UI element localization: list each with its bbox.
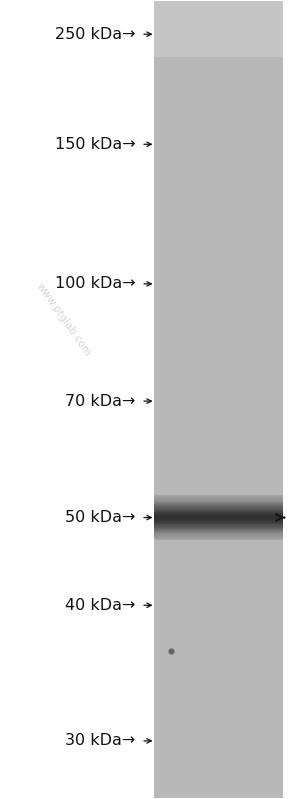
Bar: [154, 505, 283, 507]
Text: 50 kDa→: 50 kDa→: [65, 510, 135, 525]
Text: 150 kDa→: 150 kDa→: [55, 137, 135, 152]
Bar: [154, 520, 283, 521]
Bar: [154, 512, 283, 513]
Bar: [154, 530, 283, 531]
Bar: [154, 523, 283, 524]
Bar: [154, 511, 283, 512]
Bar: [154, 519, 283, 520]
Bar: [154, 515, 283, 516]
Bar: [154, 502, 283, 503]
Text: 250 kDa→: 250 kDa→: [55, 26, 135, 42]
Bar: [154, 516, 283, 518]
Text: 40 kDa→: 40 kDa→: [65, 598, 135, 613]
Bar: [154, 522, 283, 523]
Bar: [154, 533, 283, 535]
Text: 100 kDa→: 100 kDa→: [55, 276, 135, 292]
Bar: [154, 532, 283, 533]
Text: 30 kDa→: 30 kDa→: [65, 733, 135, 749]
Bar: [154, 503, 283, 504]
Bar: [154, 527, 283, 529]
Bar: [154, 1, 283, 57]
Bar: [154, 526, 283, 527]
Bar: [154, 529, 283, 530]
Bar: [154, 496, 283, 497]
Bar: [154, 501, 283, 502]
Bar: [154, 499, 283, 501]
Bar: [154, 497, 283, 499]
Bar: [154, 518, 283, 519]
Bar: [154, 513, 283, 515]
Text: www.ptglab.com: www.ptglab.com: [35, 281, 93, 358]
Bar: [154, 510, 283, 511]
Bar: [154, 535, 283, 537]
Text: 70 kDa→: 70 kDa→: [65, 394, 135, 408]
Bar: [154, 539, 283, 540]
Bar: [154, 1, 283, 798]
Bar: [154, 521, 283, 522]
Bar: [154, 531, 283, 532]
Bar: [154, 495, 283, 496]
Bar: [154, 508, 283, 510]
Bar: [154, 537, 283, 538]
Bar: [154, 504, 283, 505]
Bar: [154, 507, 283, 508]
Bar: [154, 538, 283, 539]
Bar: [154, 524, 283, 526]
